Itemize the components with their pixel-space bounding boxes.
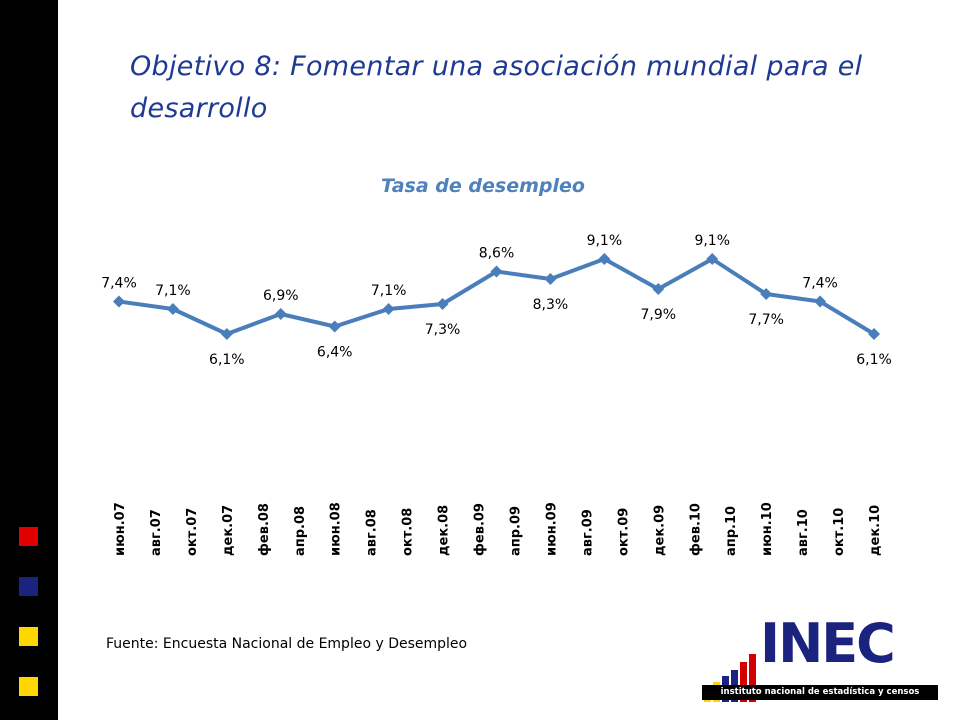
data-point	[382, 303, 395, 315]
source-note: Fuente: Encuesta Nacional de Empleo y De…	[106, 636, 468, 652]
data-label: 6,9%	[263, 288, 299, 304]
x-tick-label: июн.10	[760, 502, 775, 556]
x-tick-label: авг.08	[365, 509, 380, 556]
x-tick-label: июн.07	[113, 502, 128, 556]
data-label: 7,4%	[101, 276, 137, 292]
logo-subtitle: instituto nacional de estadística y cens…	[702, 685, 938, 700]
x-tick-label: апр.10	[724, 506, 739, 556]
data-point	[166, 303, 179, 315]
x-tick-label: окт.10	[832, 508, 847, 556]
data-point	[868, 328, 881, 340]
data-point	[814, 295, 827, 308]
data-label: 9,1%	[694, 233, 730, 249]
data-label: 7,1%	[371, 283, 407, 299]
x-tick-label: апр.08	[293, 506, 308, 556]
x-tick-label: фев.10	[688, 503, 703, 556]
data-point	[328, 320, 341, 333]
x-tick-label: фев.09	[473, 503, 488, 556]
side-strip	[0, 0, 58, 720]
data-point	[706, 253, 719, 265]
x-tick-label: дек.10	[868, 505, 883, 556]
data-label: 7,7%	[748, 312, 784, 328]
data-label: 6,4%	[317, 345, 353, 361]
inec-logo: INEC instituto nacional de estadística y…	[700, 614, 940, 702]
data-label: 7,1%	[155, 283, 191, 299]
logo-wordmark: INEC	[760, 612, 896, 675]
logo-bar-icon	[740, 662, 747, 702]
unemployment-line-chart: Tasa de desempleo июн.07 авг.07 окт.07 дек.0…	[101, 175, 892, 556]
data-point	[760, 288, 773, 300]
data-point	[490, 265, 503, 278]
x-tick-label: апр.09	[508, 506, 523, 556]
data-point	[544, 273, 557, 285]
data-point	[274, 308, 287, 320]
blue-square	[19, 577, 38, 596]
yellow-square	[19, 677, 38, 696]
x-tick-label: авг.09	[580, 509, 595, 556]
data-label: 6,1%	[209, 352, 245, 368]
red-square	[19, 527, 38, 546]
slide-title: Objetivo 8: Fomentar una asociación mund…	[130, 51, 863, 124]
data-label: 7,3%	[425, 322, 461, 338]
data-point	[220, 328, 233, 340]
data-label: 7,9%	[641, 307, 677, 323]
x-tick-label: июн.08	[329, 502, 344, 556]
x-tick-label: дек.08	[437, 505, 452, 556]
data-label: 6,1%	[856, 352, 892, 368]
data-label: 8,6%	[479, 246, 515, 262]
data-point	[436, 298, 449, 310]
x-tick-label: дек.07	[221, 505, 236, 556]
data-label: 7,4%	[802, 276, 838, 292]
x-tick-label: авг.07	[149, 509, 164, 556]
x-tick-label: окт.09	[616, 508, 631, 556]
x-tick-label: июн.09	[544, 502, 559, 556]
x-tick-label: дек.09	[652, 505, 667, 556]
data-point	[652, 283, 665, 295]
yellow-square	[19, 627, 38, 646]
data-point	[598, 253, 611, 265]
data-point	[112, 295, 125, 308]
chart-title: Tasa de desempleo	[381, 175, 585, 197]
x-tick-label: окт.07	[185, 508, 200, 556]
x-tick-label: авг.10	[796, 509, 811, 556]
logo-bar-icon	[749, 654, 756, 702]
x-tick-label: фев.08	[257, 503, 272, 556]
x-tick-label: окт.08	[401, 508, 416, 556]
data-label: 9,1%	[587, 233, 623, 249]
data-label: 8,3%	[533, 297, 569, 313]
